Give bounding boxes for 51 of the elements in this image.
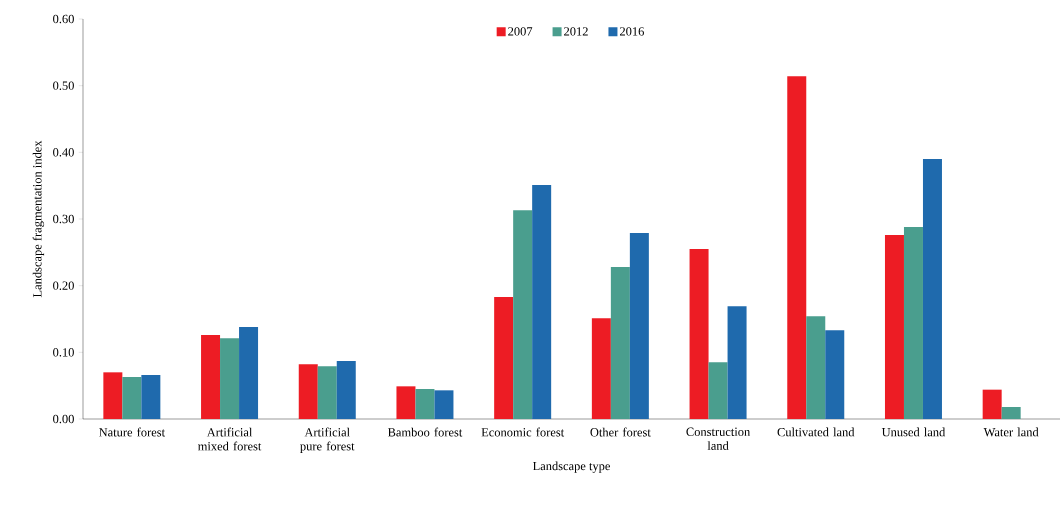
bar xyxy=(122,377,142,419)
bar xyxy=(494,297,514,419)
x-tick-label: Artificial mixed forest xyxy=(198,427,262,451)
y-tick-label: 0.10 xyxy=(53,348,74,357)
x-tick-label: Economic forest xyxy=(481,427,565,437)
y-tick-label: 0.40 xyxy=(53,148,74,157)
bar xyxy=(1001,407,1021,419)
bar xyxy=(825,330,845,419)
bar xyxy=(415,389,435,419)
bar xyxy=(591,318,611,419)
bar xyxy=(689,249,709,419)
bar xyxy=(610,267,630,419)
legend-label: 2016 xyxy=(619,27,644,36)
bar xyxy=(787,76,807,419)
bar xyxy=(884,235,904,419)
bar xyxy=(903,227,923,419)
x-tick-label: Other forest xyxy=(590,427,651,437)
bar xyxy=(298,364,318,419)
bar xyxy=(317,366,337,419)
bar xyxy=(103,372,123,419)
bar xyxy=(532,185,552,419)
bar xyxy=(201,335,221,419)
bar xyxy=(629,233,649,419)
x-axis-title: Landscape type xyxy=(532,461,610,473)
x-tick-label: Nature forest xyxy=(99,427,165,437)
bar xyxy=(336,361,356,419)
bar xyxy=(922,159,942,419)
y-axis-title: Landscape fragmentation index xyxy=(32,140,45,298)
bar xyxy=(396,386,416,419)
bar xyxy=(434,390,454,419)
legend-label: 2007 xyxy=(508,27,533,36)
y-tick-label: 0.20 xyxy=(53,281,74,290)
bar xyxy=(708,362,728,419)
x-tick-label: Artificial pure forest xyxy=(300,427,355,453)
x-tick-label: Construction land xyxy=(686,427,751,450)
bar xyxy=(239,327,259,419)
legend-label: 2012 xyxy=(564,27,588,36)
bar xyxy=(513,210,533,419)
y-tick-label: 0.50 xyxy=(53,81,74,90)
y-tick-label: 0.60 xyxy=(53,14,74,24)
bar xyxy=(141,375,161,419)
bar xyxy=(982,389,1002,419)
x-tick-label: Bamboo forest xyxy=(387,427,463,437)
x-tick-label: Unused land xyxy=(881,427,946,437)
bar xyxy=(220,338,240,419)
y-tick-label: 0.00 xyxy=(53,414,74,424)
x-tick-label: Water land xyxy=(983,427,1039,437)
bar xyxy=(806,316,826,419)
x-tick-label: Cultivated land xyxy=(777,427,855,437)
y-tick-label: 0.30 xyxy=(53,214,74,224)
bar xyxy=(727,306,747,419)
